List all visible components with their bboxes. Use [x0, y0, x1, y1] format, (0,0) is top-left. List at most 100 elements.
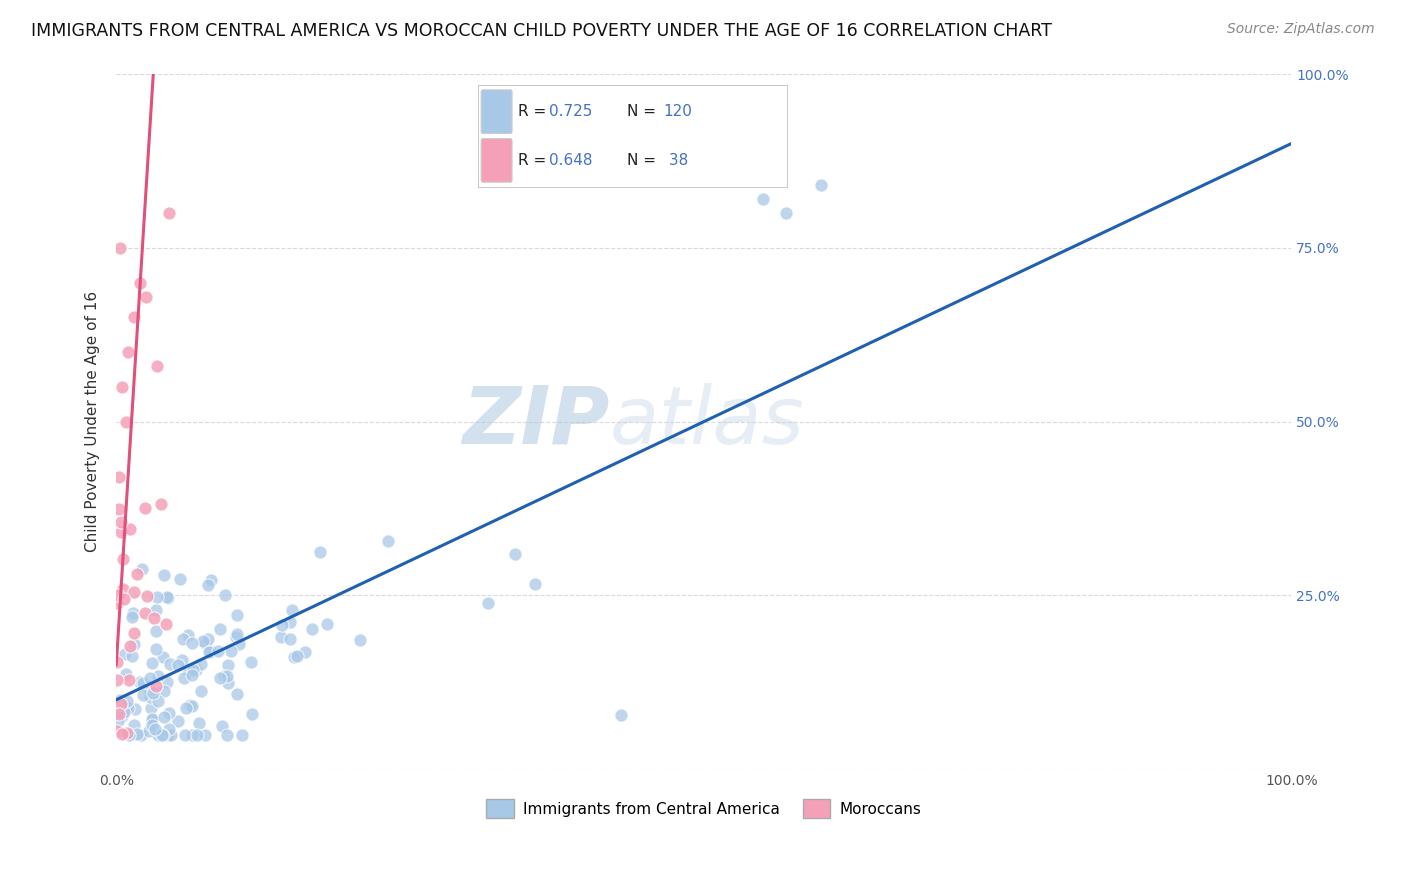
- Point: [146, 359, 169, 373]
- Text: ZIP: ZIP: [463, 383, 610, 460]
- Point: [155, 617, 177, 632]
- Point: [176, 628, 198, 642]
- Point: [111, 552, 134, 566]
- Point: [477, 596, 499, 610]
- Point: [208, 671, 231, 685]
- Point: [127, 566, 149, 581]
- Point: [523, 576, 546, 591]
- Point: [190, 657, 212, 672]
- Point: [169, 572, 191, 586]
- Point: [167, 658, 190, 673]
- Point: [198, 645, 221, 659]
- Point: [219, 644, 242, 658]
- Point: [226, 688, 249, 702]
- Point: [315, 617, 337, 632]
- Point: [197, 578, 219, 592]
- Point: [142, 686, 165, 700]
- Point: [145, 679, 167, 693]
- Text: 0.725: 0.725: [550, 103, 592, 119]
- Point: [156, 591, 179, 605]
- Point: [181, 663, 204, 677]
- Point: [111, 380, 134, 394]
- Point: [197, 632, 219, 646]
- Point: [190, 684, 212, 698]
- Point: [191, 633, 214, 648]
- Point: [107, 723, 129, 738]
- Point: [231, 727, 253, 741]
- Point: [132, 676, 155, 690]
- Point: [174, 727, 197, 741]
- Point: [150, 727, 173, 741]
- Point: [121, 648, 143, 663]
- Point: [270, 630, 292, 644]
- Text: Source: ZipAtlas.com: Source: ZipAtlas.com: [1227, 22, 1375, 37]
- Point: [148, 727, 170, 741]
- Point: [110, 693, 132, 707]
- Point: [117, 701, 139, 715]
- Text: N =: N =: [627, 153, 655, 168]
- Point: [142, 712, 165, 726]
- Point: [775, 206, 797, 220]
- Point: [194, 727, 217, 741]
- Point: [228, 637, 250, 651]
- Point: [503, 547, 526, 561]
- Point: [107, 470, 129, 484]
- Text: R =: R =: [519, 103, 547, 119]
- Point: [181, 636, 204, 650]
- Text: 38: 38: [664, 153, 688, 168]
- Point: [135, 289, 157, 303]
- Legend: Immigrants from Central America, Moroccans: Immigrants from Central America, Morocca…: [481, 793, 928, 824]
- Point: [136, 681, 159, 695]
- Point: [308, 544, 330, 558]
- Point: [153, 710, 176, 724]
- Point: [118, 673, 141, 687]
- Point: [152, 727, 174, 741]
- Point: [141, 718, 163, 732]
- Point: [112, 592, 135, 607]
- Point: [146, 694, 169, 708]
- Point: [176, 663, 198, 677]
- Point: [145, 624, 167, 638]
- Text: R =: R =: [519, 153, 547, 168]
- Point: [115, 694, 138, 708]
- Point: [107, 673, 129, 687]
- Text: N =: N =: [627, 103, 655, 119]
- Point: [240, 706, 263, 721]
- Text: 120: 120: [664, 103, 693, 119]
- Point: [186, 663, 208, 677]
- FancyBboxPatch shape: [481, 90, 512, 134]
- Point: [198, 644, 221, 658]
- Point: [159, 727, 181, 741]
- Point: [121, 610, 143, 624]
- Point: [110, 515, 132, 529]
- Point: [128, 276, 150, 290]
- Point: [136, 589, 159, 603]
- FancyBboxPatch shape: [481, 138, 512, 182]
- Point: [174, 701, 197, 715]
- Point: [107, 706, 129, 720]
- Point: [287, 649, 309, 664]
- Point: [217, 657, 239, 672]
- Point: [146, 590, 169, 604]
- Point: [283, 649, 305, 664]
- Point: [131, 689, 153, 703]
- Point: [108, 241, 131, 255]
- Point: [214, 588, 236, 602]
- Point: [157, 722, 180, 736]
- Point: [107, 714, 129, 728]
- Point: [117, 345, 139, 359]
- Point: [278, 615, 301, 629]
- Point: [240, 655, 263, 669]
- Point: [225, 627, 247, 641]
- Point: [117, 727, 139, 741]
- Point: [278, 632, 301, 646]
- Point: [211, 719, 233, 733]
- Point: [179, 698, 201, 713]
- Point: [143, 723, 166, 737]
- Point: [150, 497, 173, 511]
- Point: [301, 622, 323, 636]
- Point: [153, 684, 176, 698]
- Point: [120, 639, 142, 653]
- Point: [114, 415, 136, 429]
- Point: [209, 622, 232, 636]
